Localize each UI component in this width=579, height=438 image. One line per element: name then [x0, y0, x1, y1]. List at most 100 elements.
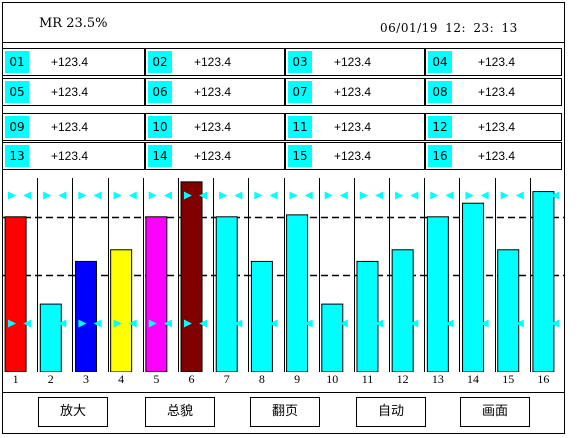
bar: [532, 191, 555, 372]
bar-chart: [2, 178, 565, 372]
limit-marker-icon: [23, 191, 32, 200]
channel-value: +123.4: [194, 55, 232, 69]
limit-marker-icon: [304, 191, 313, 200]
mr-readout: MR 23.5%: [39, 16, 108, 31]
channel-cell: 02 +123.4: [145, 48, 285, 76]
limit-marker-icon: [93, 191, 102, 200]
limit-marker-icon: [183, 191, 192, 200]
channel-cell: 05 +123.4: [2, 78, 145, 106]
limit-marker-icon: [183, 319, 192, 328]
limit-marker-icon: [254, 191, 263, 200]
channel-cell: 04 +123.4: [425, 48, 562, 76]
channel-number: 15: [288, 145, 312, 167]
bar: [250, 260, 273, 372]
bar: [74, 260, 97, 372]
channel-cell: 12 +123.4: [425, 113, 562, 141]
bar: [180, 181, 203, 372]
limit-marker-icon: [8, 191, 16, 200]
channel-number: 13: [5, 145, 29, 167]
channel-number: 12: [428, 116, 452, 138]
limit-marker-icon: [269, 191, 278, 200]
limit-marker-icon: [375, 319, 384, 328]
bar-label: 9: [294, 372, 301, 386]
channel-value: +123.4: [51, 55, 89, 69]
channel-number: 16: [428, 145, 452, 167]
bar-label: 4: [118, 372, 125, 386]
channel-value: +123.4: [478, 149, 516, 163]
bar: [145, 216, 168, 372]
bar-label: 1: [12, 372, 19, 386]
limit-marker-icon: [395, 191, 404, 200]
limit-marker-icon: [339, 319, 348, 328]
limit-marker-icon: [219, 319, 228, 328]
limit-marker-icon: [23, 319, 32, 328]
limit-marker-icon: [445, 191, 454, 200]
limit-marker-icon: [289, 319, 298, 328]
limit-marker-icon: [535, 319, 544, 328]
channel-cell: 01 +123.4: [2, 48, 145, 76]
bar-label: 14: [467, 372, 480, 386]
bar-label: 12: [396, 372, 409, 386]
bar: [39, 303, 62, 372]
bar: [356, 260, 379, 372]
channel-value: +123.4: [194, 85, 232, 99]
channel-number: 08: [428, 81, 452, 103]
channel-value: +123.4: [51, 85, 89, 99]
limit-marker-icon: [128, 319, 137, 328]
limit-marker-icon: [219, 191, 228, 200]
channel-number: 14: [148, 145, 172, 167]
limit-marker-icon: [163, 191, 172, 200]
limit-marker-icon: [78, 191, 87, 200]
limit-marker-icon: [480, 319, 489, 328]
channel-value: +123.4: [51, 120, 89, 134]
channel-cell: 07 +123.4: [285, 78, 425, 106]
channel-value: +123.4: [194, 149, 232, 163]
bar: [110, 249, 133, 372]
limit-marker-icon: [551, 319, 559, 328]
bar: [4, 216, 27, 372]
overview-button[interactable]: 总貌: [145, 397, 215, 427]
channel-number: 05: [5, 81, 29, 103]
limit-marker-icon: [234, 191, 243, 200]
bar-label: 13: [431, 372, 444, 386]
screen-button[interactable]: 画面: [460, 397, 530, 427]
limit-marker-icon: [500, 191, 509, 200]
auto-button[interactable]: 自动: [356, 397, 426, 427]
zoom-button[interactable]: 放大: [38, 397, 108, 427]
status-header: MR 23.5% 06/01/19 12: 23: 13: [2, 2, 565, 43]
channel-cell: 08 +123.4: [425, 78, 562, 106]
limit-marker-icon: [304, 319, 313, 328]
limit-marker-icon: [234, 319, 243, 328]
channel-number: 04: [428, 51, 452, 73]
bar-label: 10: [326, 372, 339, 386]
channel-cell: 13 +123.4: [2, 142, 145, 170]
limit-marker-icon: [515, 319, 524, 328]
limit-marker-icon: [163, 319, 172, 328]
bar-label: 2: [47, 372, 54, 386]
channel-value: +123.4: [51, 149, 89, 163]
channel-value: +123.4: [334, 55, 372, 69]
limit-marker-icon: [515, 191, 524, 200]
bar: [321, 303, 344, 372]
channel-number: 11: [288, 116, 312, 138]
page-button[interactable]: 翻页: [250, 397, 320, 427]
limit-marker-icon: [465, 319, 474, 328]
limit-marker-icon: [113, 319, 122, 328]
limit-marker-icon: [445, 319, 454, 328]
limit-marker-icon: [324, 191, 333, 200]
channel-value: +123.4: [478, 85, 516, 99]
channel-value: +123.4: [194, 120, 232, 134]
bar-label: 5: [153, 372, 160, 386]
datetime-readout: 06/01/19 12: 23: 13: [380, 21, 518, 35]
channel-cell: 09 +123.4: [2, 113, 145, 141]
bar-label: 11: [361, 372, 374, 386]
limit-marker-icon: [339, 191, 348, 200]
channel-cell: 14 +123.4: [145, 142, 285, 170]
bar-label: 16: [537, 372, 550, 386]
channel-cell: 10 +123.4: [145, 113, 285, 141]
bar: [497, 249, 520, 372]
bar-label: 8: [258, 372, 265, 386]
channel-value: +123.4: [478, 120, 516, 134]
limit-marker-icon: [148, 191, 157, 200]
